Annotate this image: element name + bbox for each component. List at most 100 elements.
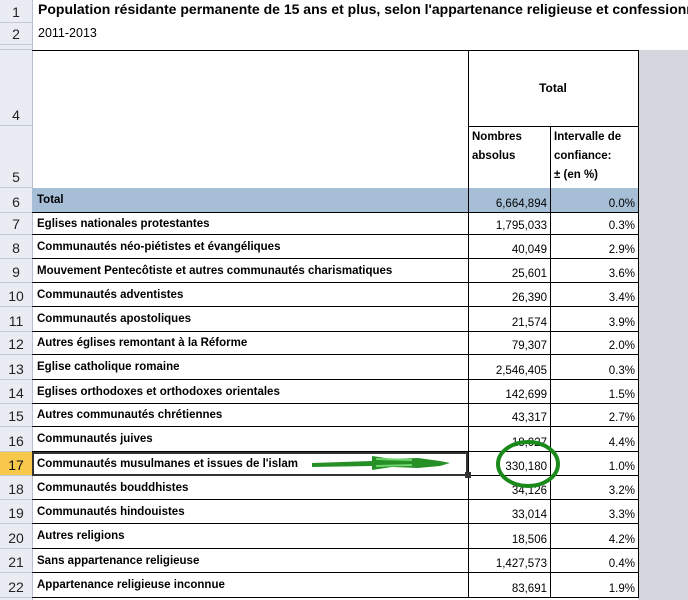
row-number[interactable]: 17 xyxy=(0,452,32,476)
header-line: Nombres xyxy=(472,131,522,143)
table-row: 16 Communautés juives 18,027 4.4% xyxy=(0,427,688,452)
row-number[interactable]: 11 xyxy=(0,307,32,332)
row-number[interactable] xyxy=(0,45,32,50)
value-cell[interactable]: 33,014 xyxy=(468,500,550,524)
row-number[interactable]: 5 xyxy=(0,126,32,188)
interval-cell[interactable]: 2.9% xyxy=(550,235,638,259)
row-label-cell[interactable]: Mouvement Pentecôtiste et autres communa… xyxy=(32,259,468,283)
interval-cell[interactable]: 1.0% xyxy=(550,452,638,476)
column-border xyxy=(638,50,639,598)
interval-cell[interactable]: 3.2% xyxy=(550,476,638,500)
row-number[interactable]: 10 xyxy=(0,283,32,307)
row-label-cell[interactable]: Communautés bouddhistes xyxy=(32,476,468,500)
interval-cell[interactable]: 3.4% xyxy=(550,283,638,307)
table-row: 8 Communautés néo-piétistes et évangéliqu… xyxy=(0,235,688,259)
row-label-cell[interactable]: Eglise catholique romaine xyxy=(32,355,468,380)
table-row: 6 Total 6,664,894 0.0% xyxy=(0,188,688,213)
table-row: 15 Autres communautés chrétiennes 43,317 2.… xyxy=(0,404,688,427)
row-number[interactable]: 6 xyxy=(0,188,32,213)
table-row: 14 Eglises orthodoxes et orthodoxes orien… xyxy=(0,380,688,404)
row-number[interactable]: 20 xyxy=(0,524,32,549)
header-numbers-absolute: Nombres absolus xyxy=(468,126,550,188)
unused-grid-area xyxy=(638,50,688,600)
interval-cell[interactable]: 0.3% xyxy=(550,355,638,380)
row-number[interactable]: 4 xyxy=(0,50,32,126)
row-label-cell[interactable]: Communautés hindouistes xyxy=(32,500,468,524)
row-label-cell[interactable]: Autres religions xyxy=(32,524,468,549)
interval-cell[interactable]: 0.0% xyxy=(550,188,638,213)
interval-cell[interactable]: 0.3% xyxy=(550,213,638,235)
table-row: 21 Sans appartenance religieuse 1,427,573 0… xyxy=(0,549,688,573)
header-total: Total xyxy=(539,81,567,95)
interval-cell[interactable]: 3.3% xyxy=(550,500,638,524)
sheet-row-4: 4 xyxy=(0,50,688,126)
interval-cell[interactable]: 3.9% xyxy=(550,307,638,332)
value-cell[interactable]: 83,691 xyxy=(468,573,550,598)
row-number[interactable]: 16 xyxy=(0,427,32,452)
interval-cell[interactable]: 2.7% xyxy=(550,404,638,427)
circle-annotation xyxy=(496,440,560,488)
interval-cell[interactable]: 4.2% xyxy=(550,524,638,549)
value-cell[interactable]: 2,546,405 xyxy=(468,355,550,380)
row-number[interactable]: 9 xyxy=(0,259,32,283)
interval-cell[interactable]: 3.6% xyxy=(550,259,638,283)
header-divider xyxy=(468,126,638,127)
row-number[interactable]: 1 xyxy=(0,0,32,23)
interval-cell[interactable]: 1.9% xyxy=(550,573,638,598)
sheet-row-1: 1 xyxy=(0,0,688,23)
value-cell[interactable]: 1,427,573 xyxy=(468,549,550,573)
value-cell[interactable]: 1,795,033 xyxy=(468,213,550,235)
row-number[interactable]: 21 xyxy=(0,549,32,573)
table-top-border xyxy=(32,50,638,51)
row-number[interactable]: 22 xyxy=(0,573,32,598)
row-number[interactable]: 2 xyxy=(0,23,32,45)
value-cell[interactable]: 34,126 xyxy=(468,476,550,500)
value-cell[interactable]: 330,180 xyxy=(468,452,550,476)
arrow-annotation xyxy=(312,456,450,470)
table-row: 9 Mouvement Pentecôtiste et autres commun… xyxy=(0,259,688,283)
value-cell[interactable]: 6,664,894 xyxy=(468,188,550,213)
interval-cell[interactable]: 1.5% xyxy=(550,380,638,404)
interval-cell[interactable]: 0.4% xyxy=(550,549,638,573)
value-cell[interactable]: 142,699 xyxy=(468,380,550,404)
interval-cell[interactable]: 2.0% xyxy=(550,332,638,355)
selected-cell[interactable] xyxy=(32,452,468,476)
row-number[interactable]: 18 xyxy=(0,476,32,500)
header-line: Intervalle de xyxy=(554,131,622,143)
row-number[interactable]: 12 xyxy=(0,332,32,355)
row-label-cell[interactable]: Sans appartenance religieuse xyxy=(32,549,468,573)
row-label-cell[interactable]: Communautés apostoliques xyxy=(32,307,468,332)
table-row: 17 Communautés musulmanes et issues de l'… xyxy=(0,452,688,476)
row-label-cell[interactable]: Autres communautés chrétiennes xyxy=(32,404,468,427)
row-number[interactable]: 14 xyxy=(0,380,32,404)
sheet-row-5: 5 xyxy=(0,126,688,188)
interval-cell[interactable]: 4.4% xyxy=(550,427,638,452)
row-number[interactable]: 15 xyxy=(0,404,32,427)
row-number[interactable]: 19 xyxy=(0,500,32,524)
row-number[interactable]: 8 xyxy=(0,235,32,259)
value-cell[interactable]: 40,049 xyxy=(468,235,550,259)
sheet-title: Population résidante permanente de 15 an… xyxy=(38,1,688,17)
value-cell[interactable]: 25,601 xyxy=(468,259,550,283)
row-label-cell[interactable]: Eglises nationales protestantes xyxy=(32,213,468,235)
row-label-cell[interactable]: Autres églises remontant à la Réforme xyxy=(32,332,468,355)
row-label-cell[interactable]: Communautés juives xyxy=(32,427,468,452)
value-cell[interactable]: 79,307 xyxy=(468,332,550,355)
row-label-cell[interactable]: Total xyxy=(32,188,468,213)
row-label-cell[interactable]: Communautés adventistes xyxy=(32,283,468,307)
value-cell[interactable]: 18,506 xyxy=(468,524,550,549)
fill-handle[interactable] xyxy=(465,472,471,478)
value-cell[interactable]: 43,317 xyxy=(468,404,550,427)
row-number[interactable]: 7 xyxy=(0,213,32,235)
value-cell[interactable]: 21,574 xyxy=(468,307,550,332)
row-label-cell[interactable]: Communautés néo-piétistes et évangélique… xyxy=(32,235,468,259)
table-row: 11 Communautés apostoliques 21,574 3.9% xyxy=(0,307,688,332)
row-number[interactable]: 13 xyxy=(0,355,32,380)
header-line: absolus xyxy=(472,150,516,162)
table-row: 22 Appartenance religieuse inconnue 83,691… xyxy=(0,573,688,598)
value-cell[interactable]: 26,390 xyxy=(468,283,550,307)
row-label-cell[interactable]: Eglises orthodoxes et orthodoxes orienta… xyxy=(32,380,468,404)
row-label-cell[interactable]: Appartenance religieuse inconnue xyxy=(32,573,468,598)
